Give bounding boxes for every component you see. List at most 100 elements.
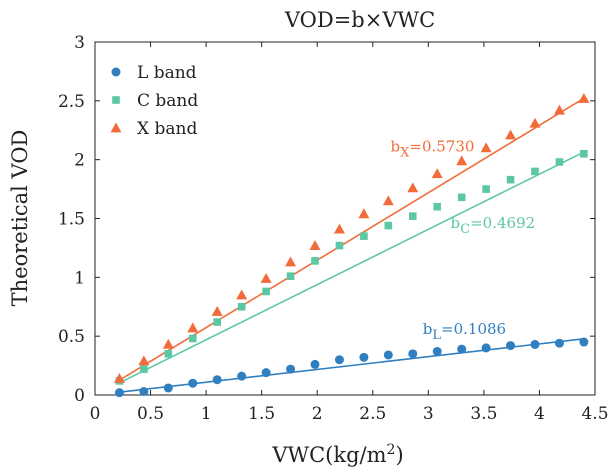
slope-label-c: bC=0.4692 (451, 214, 536, 237)
x-tick-label: 3.5 (470, 404, 497, 424)
data-point-c (433, 202, 442, 211)
data-point-x (285, 256, 297, 267)
legend-item-c: C band (112, 91, 198, 111)
x-axis-title-end: ) (395, 443, 403, 467)
data-point-c (360, 232, 368, 240)
data-point-x (529, 117, 541, 128)
data-point-l (261, 368, 271, 378)
data-point-l (383, 350, 393, 360)
data-point-c (164, 350, 173, 358)
data-point-c (580, 149, 588, 158)
fit-line-c (119, 151, 585, 384)
legend-marker (110, 122, 122, 133)
legend-marker (111, 67, 121, 77)
data-point-l (579, 337, 589, 347)
data-point-x (578, 92, 590, 103)
x-tick-label: 3 (423, 404, 434, 424)
x-tick-label: 4.5 (581, 404, 608, 424)
data-point-l (139, 386, 149, 396)
slope-annotations: bL=0.1086 bC=0.4692 bX=0.5730 (391, 137, 536, 342)
data-point-x (407, 182, 419, 193)
x-tick-label: 1.5 (248, 404, 275, 424)
data-point-l (212, 375, 222, 385)
x-axis-title-superscript: 2 (387, 442, 396, 458)
data-point-c (506, 175, 515, 184)
y-axis-ticks: 0 0.5 1 1.5 2 2.5 3 (58, 33, 595, 406)
legend-item-l: L band (111, 63, 197, 83)
slope-label-x: bX=0.5730 (391, 137, 475, 160)
data-point-l (554, 338, 564, 348)
data-point-x (358, 208, 370, 219)
data-point-c (384, 221, 393, 230)
y-axis-title: Theoretical VOD (8, 130, 32, 307)
data-point-c (188, 334, 197, 343)
data-point-c (311, 257, 319, 265)
data-point-c (237, 302, 246, 311)
x-axis-title-main: VWC(kg/m (271, 443, 386, 467)
data-point-x (333, 223, 345, 234)
y-tick-label: 1 (74, 268, 85, 288)
data-point-x (309, 240, 321, 250)
data-point-l (334, 355, 344, 365)
x-tick-label: 2 (312, 404, 323, 424)
data-point-c (408, 212, 417, 220)
data-point-l (237, 371, 247, 381)
data-point-x (211, 305, 223, 316)
data-point-l (481, 343, 491, 353)
data-point-x (480, 142, 492, 153)
data-point-x (162, 338, 174, 349)
legend-label: L band (137, 63, 197, 83)
data-point-x (138, 355, 150, 366)
legend: L band C band X band (110, 63, 198, 139)
data-point-l (163, 383, 173, 393)
data-point-c (531, 167, 539, 176)
data-markers (113, 92, 590, 398)
legend-item-x: X band (110, 119, 197, 139)
data-point-x (113, 373, 125, 383)
data-point-c (286, 272, 295, 280)
legend-marker (112, 96, 120, 104)
data-point-c (262, 287, 270, 296)
data-point-l (359, 352, 369, 362)
data-point-l (188, 378, 198, 388)
data-point-l (457, 344, 467, 354)
x-tick-label: 0 (90, 404, 101, 424)
y-tick-label: 0.5 (58, 327, 85, 347)
x-tick-label: 1 (201, 404, 212, 424)
y-tick-label: 1.5 (58, 210, 85, 230)
data-point-x (236, 289, 248, 300)
data-point-x (382, 195, 394, 206)
data-point-l (530, 339, 540, 349)
data-point-l (114, 388, 124, 398)
data-point-c (555, 158, 564, 166)
chart-title: VOD=b×VWC (284, 8, 435, 32)
y-tick-label: 2 (74, 151, 85, 171)
y-tick-label: 0 (74, 386, 85, 406)
plot-area: bL=0.1086 bC=0.4692 bX=0.5730 (94, 41, 596, 398)
x-axis-ticks: 0 0.5 1 1.5 2 2.5 3 3.5 4 4.5 (90, 42, 609, 424)
y-tick-label: 3 (74, 33, 85, 53)
slope-label-l: bL=0.1086 (423, 320, 506, 343)
data-point-l (506, 341, 516, 351)
legend-label: X band (137, 119, 197, 139)
y-tick-label: 2.5 (58, 92, 85, 112)
data-point-x (187, 322, 199, 333)
data-point-x (456, 155, 468, 166)
data-point-c (335, 241, 344, 250)
data-point-x (553, 104, 565, 115)
data-point-c (482, 185, 490, 193)
data-point-c (213, 318, 222, 326)
data-point-x (431, 168, 443, 179)
x-tick-label: 0.5 (137, 404, 164, 424)
data-point-x (260, 273, 272, 283)
data-point-c (140, 365, 148, 373)
x-tick-label: 2.5 (359, 404, 386, 424)
data-point-x (505, 129, 517, 140)
data-point-l (286, 364, 296, 374)
fit-line-x (119, 97, 585, 381)
x-tick-label: 4 (534, 404, 545, 424)
legend-label: C band (137, 91, 198, 111)
x-axis-title: VWC(kg/m2) (271, 442, 403, 467)
data-point-c (457, 193, 466, 202)
